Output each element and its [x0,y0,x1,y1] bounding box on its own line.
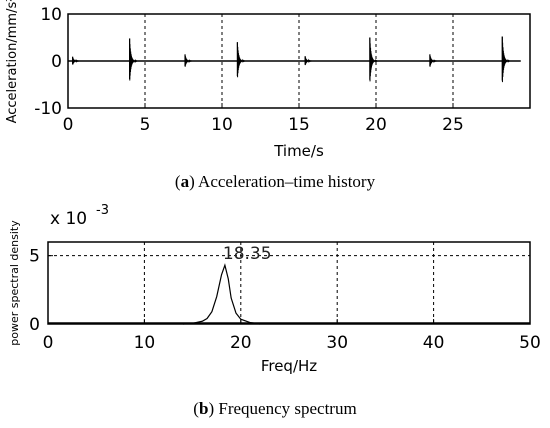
chart-b-spectrum-line [182,263,261,325]
chart-a-y-tick-label: 0 [51,52,62,72]
chart-b-x-tick-label: 40 [423,333,445,353]
chart-a-burst [129,38,138,81]
chart-a-burst [501,36,511,83]
chart-a-x-tick-label: 15 [288,115,310,135]
chart-a-burst [429,54,438,67]
chart-b-plot-frame [47,241,531,325]
chart-a-x-tick-label: 20 [365,115,387,135]
chart-b-y-tick-label: 5 [29,247,40,267]
chart-a-y-tick-label: -10 [34,99,62,119]
chart-b-y-tick-label: 0 [29,315,40,335]
caption-b: (b) Frequency spectrum [193,399,357,418]
caption-b-letter: b [198,399,209,418]
chart-a-x-axis-label: Time/s [273,142,324,160]
chart-a-burst [184,54,193,67]
caption-b-text: Frequency spectrum [214,399,357,418]
chart-a-x-tick-label: 10 [211,115,233,135]
chart-a-burst [72,56,81,65]
spectrum-chart: x 10 -3 0 10 20 30 40 50 0 5 18.35 Freq/Hz pow… [8,203,541,375]
chart-a-y-tick-label: 10 [40,5,62,25]
chart-b-peak-annotation: 18.35 [223,244,272,264]
chart-a-x-tick-label: 25 [442,115,464,135]
chart-b-x-tick-label: 0 [43,333,54,353]
chart-a-burst [369,37,378,82]
chart-b-y-scale-exponent: -3 [96,203,109,218]
chart-a-y-axis-label: Acceleration/mm/s² [5,0,20,123]
chart-a-x-tick-label: 0 [63,115,74,135]
chart-b-x-tick-label: 30 [326,333,348,353]
chart-b-x-axis-label: Freq/Hz [261,357,317,375]
chart-b-x-tick-label: 20 [230,333,252,353]
chart-b-y-scale-label: x 10 [50,209,87,229]
caption-a: (a) Acceleration–time history [174,172,376,191]
caption-a-letter: a [180,172,190,191]
chart-b-y-axis-label: power spectral density [8,220,21,346]
chart-a-x-tick-label: 5 [140,115,151,135]
chart-b-x-tick-label: 10 [134,333,156,353]
caption-a-text: Acceleration–time history [194,172,376,191]
chart-a-burst [304,56,313,66]
chart-a-burst [236,42,246,78]
chart-b-x-tick-label: 50 [519,333,541,353]
